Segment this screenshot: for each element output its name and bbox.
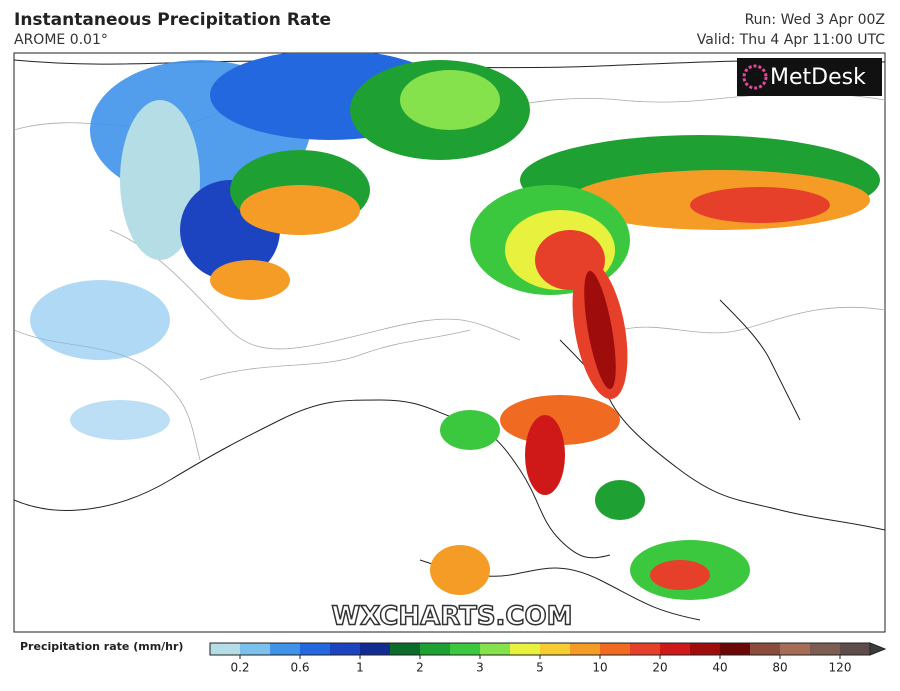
colorbar-segment [720, 643, 751, 655]
precipitation [30, 53, 880, 600]
colorbar-tick-label: 80 [772, 661, 787, 675]
colorbar-segment [450, 643, 481, 655]
logo: MetDesk [770, 65, 866, 90]
subtitle: AROME 0.01° [14, 32, 108, 48]
colorbar-segment [270, 643, 301, 655]
colorbar-segment [210, 643, 241, 655]
watermark: WXCHARTS.COM [331, 602, 572, 632]
colorbar-segment [480, 643, 511, 655]
colorbar-segment [840, 643, 871, 655]
colorbar-tick-label: 0.2 [230, 661, 249, 675]
colorbar-tick-label: 10 [592, 661, 607, 675]
colorbar-segment [660, 643, 691, 655]
colorbar-segment [510, 643, 541, 655]
colorbar-segment [690, 643, 721, 655]
colorbar-segment [600, 643, 631, 655]
colorbar-segment [360, 643, 391, 655]
colorbar-tick-label: 40 [712, 661, 727, 675]
colorbar-segment [420, 643, 451, 655]
map: WXCHARTS.COM MetDesk [13, 52, 886, 633]
colorbar-arrow [869, 642, 887, 656]
colorbar-label: Precipitation rate (mm/hr) [20, 640, 183, 653]
colorbar-segment [240, 643, 271, 655]
colorbar-tick-label: 3 [476, 661, 484, 675]
colorbar-segment [390, 643, 421, 655]
colorbar-segment [330, 643, 361, 655]
title: Instantaneous Precipitation Rate [14, 10, 331, 30]
colorbar-tick-label: 20 [652, 661, 667, 675]
colorbar: 0.2 0.6 1 2 3 5 10 20 40 80 120 [209, 642, 887, 675]
colorbar-tick-label: 0.6 [290, 661, 309, 675]
colorbar-segment [750, 643, 781, 655]
colorbar-segment [300, 643, 331, 655]
valid-time: Valid: Thu 4 Apr 11:00 UTC [697, 32, 885, 48]
colorbar-tick-label: 120 [829, 661, 852, 675]
colorbar-tick-label: 5 [536, 661, 544, 675]
colorbar-segment [540, 643, 571, 655]
colorbar-segment [570, 643, 601, 655]
run-time: Run: Wed 3 Apr 00Z [745, 12, 885, 28]
colorbar-segment [630, 643, 661, 655]
colorbar-segment [810, 643, 841, 655]
colorbar-segment [780, 643, 811, 655]
colorbar-tick-label: 2 [416, 661, 424, 675]
logo-box [737, 58, 882, 96]
colorbar-tick-label: 1 [356, 661, 364, 675]
